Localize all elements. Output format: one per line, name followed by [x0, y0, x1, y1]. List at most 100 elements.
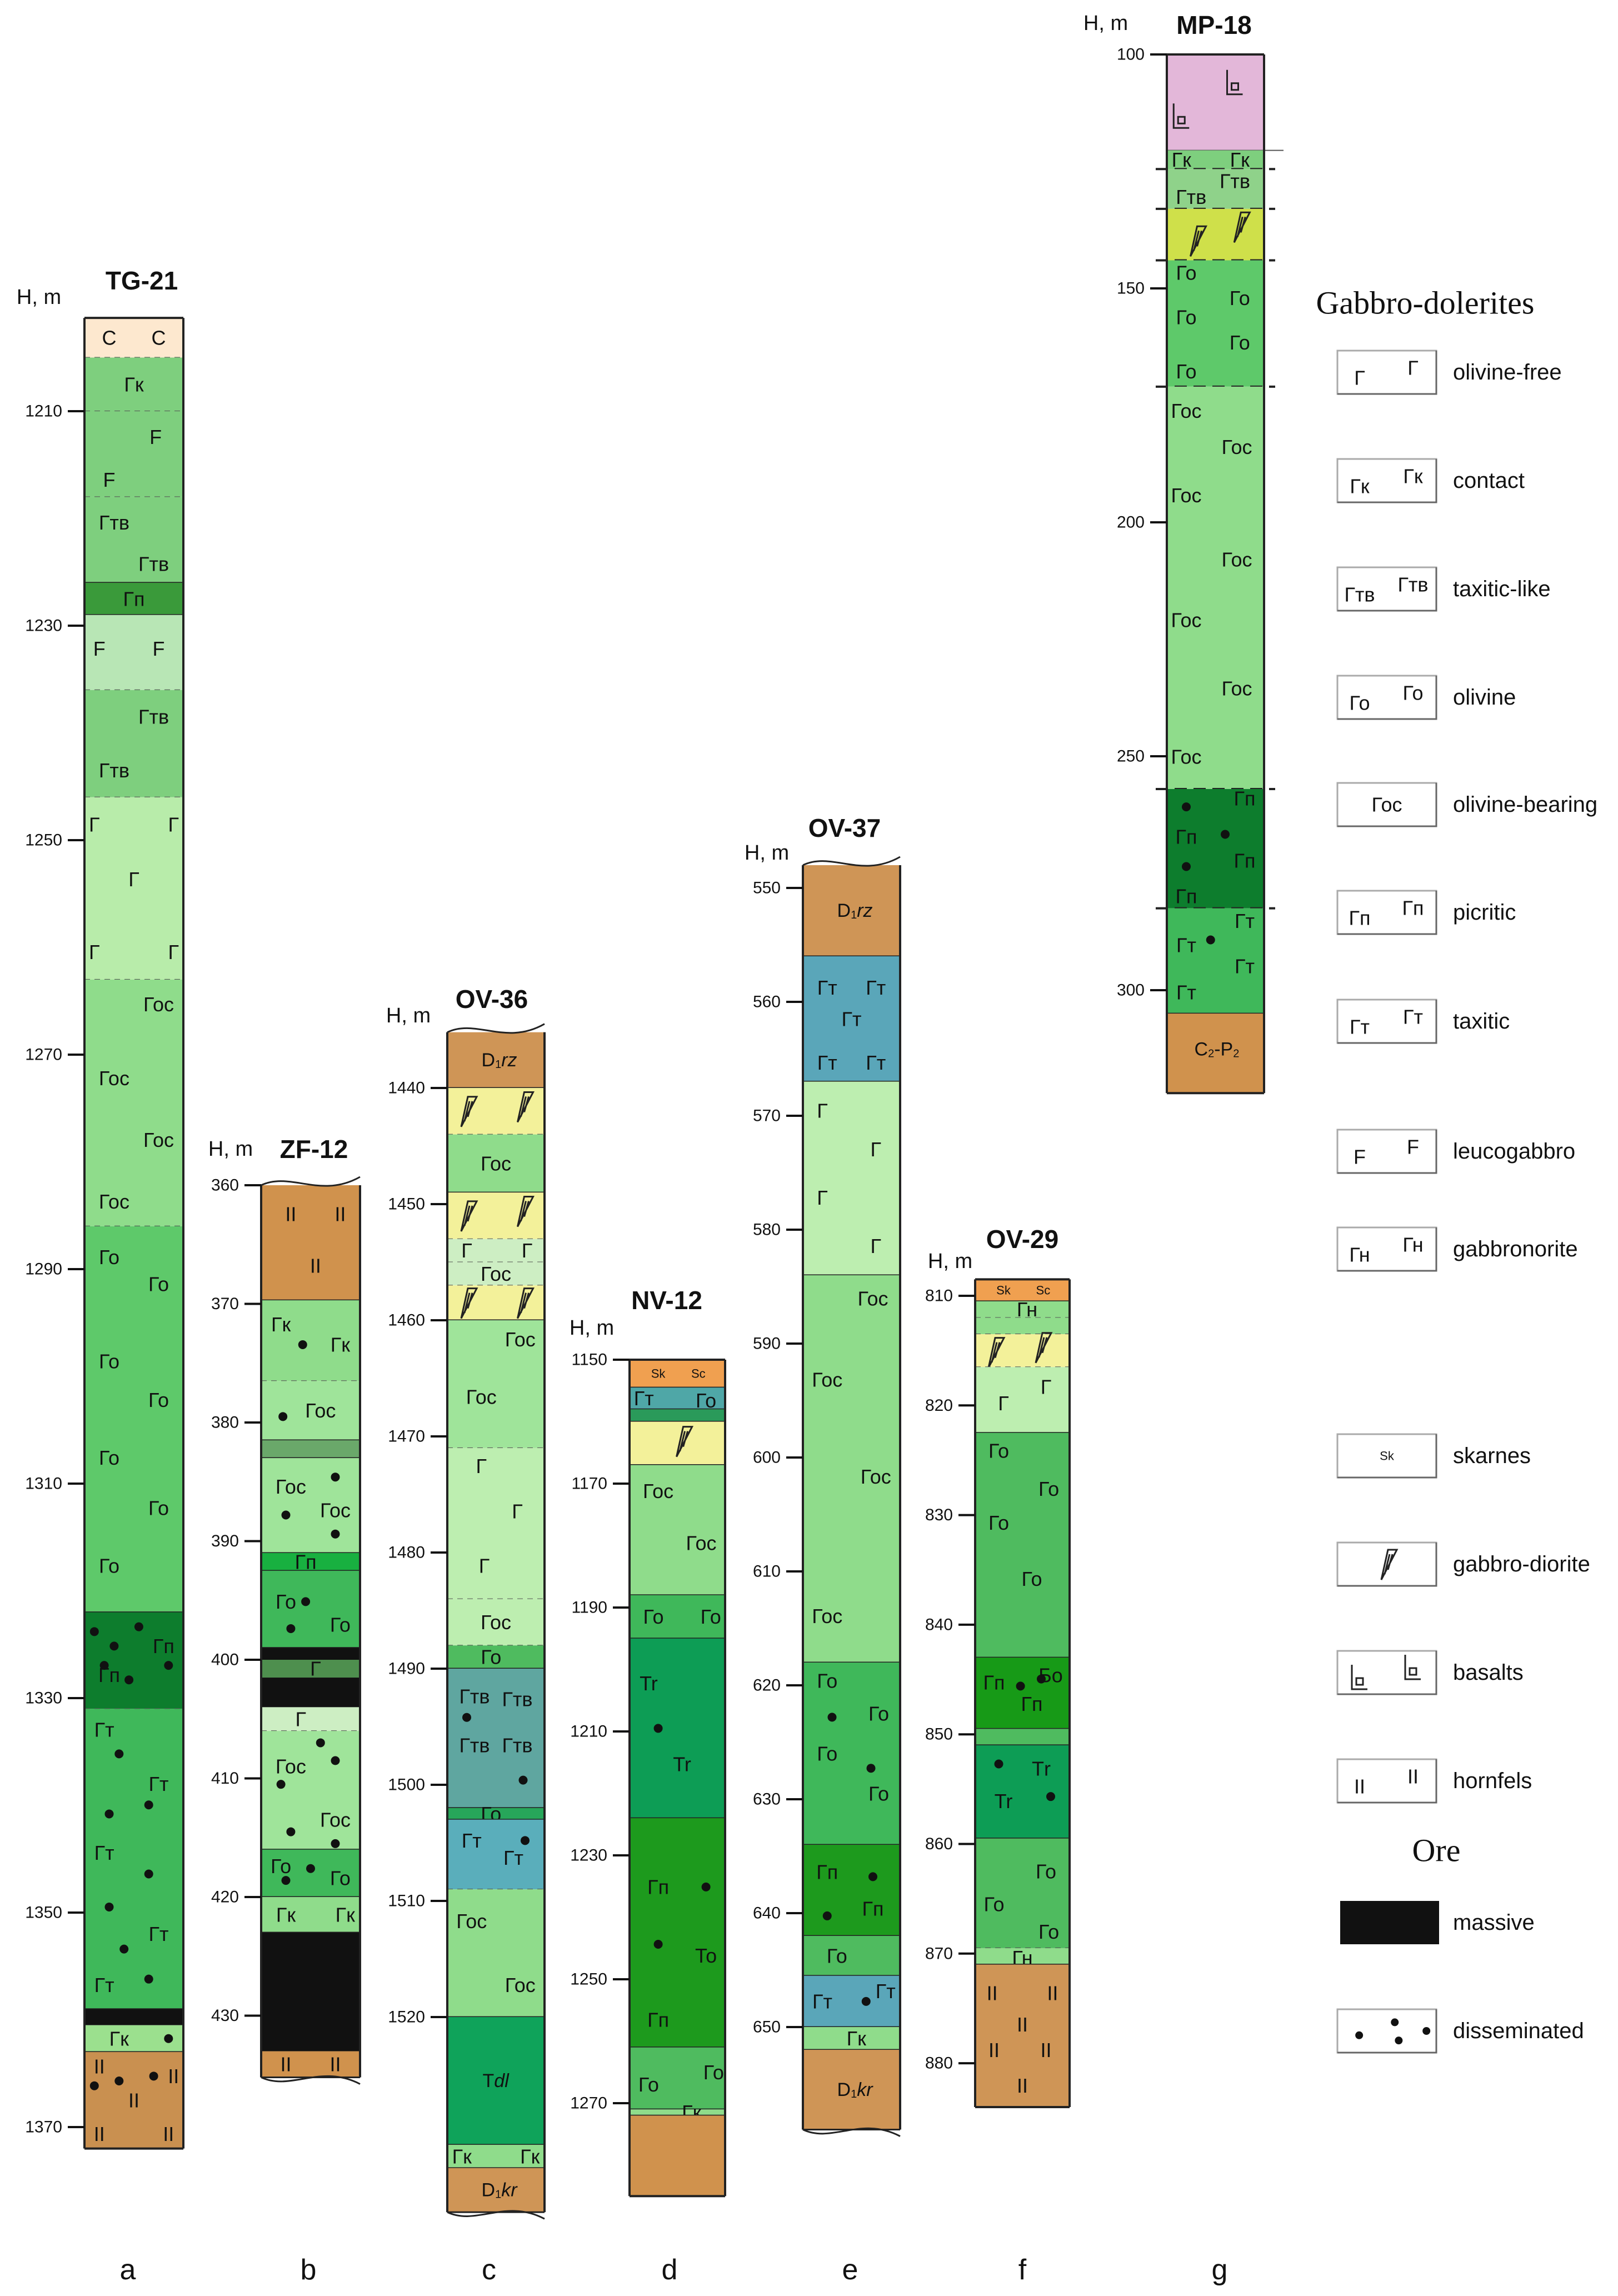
rock-symbol: Гос	[466, 1385, 497, 1408]
axis-tick-label: 840	[925, 1615, 953, 1634]
rock-symbol: Го	[701, 1605, 721, 1628]
rock-symbol: Sk	[1380, 1449, 1395, 1463]
borehole-title: OV-36	[456, 985, 528, 1014]
legend-label: olivine	[1453, 685, 1516, 710]
axis-label: H, m	[17, 286, 61, 309]
rock-symbol: II	[168, 2065, 179, 2088]
rock-symbol: II	[334, 1202, 346, 1225]
rock-symbol: Гос	[1171, 608, 1201, 631]
rock-symbol: Гк	[452, 2145, 472, 2168]
axis-tick-label: 400	[211, 1651, 239, 1669]
rock-symbol: Гп	[295, 1550, 317, 1573]
rock-symbol: Гт	[1176, 981, 1196, 1004]
axis-tick-label: 1150	[571, 1351, 607, 1369]
axis-tick-label: 1270	[25, 1046, 62, 1064]
rock-symbol: Гк	[276, 1904, 296, 1926]
rock-symbol: Гос	[505, 1974, 536, 1996]
gabbro-diorite-icon	[517, 1196, 535, 1227]
rock-symbol: C	[152, 326, 166, 349]
rock-symbol: Гк	[271, 1313, 291, 1336]
rock-symbol: Гп	[153, 1635, 174, 1658]
ore-dot	[89, 2081, 99, 2090]
ore-dot	[99, 1661, 109, 1670]
rock-symbol: Го	[99, 1446, 119, 1469]
rock-symbol: F	[1407, 1136, 1419, 1159]
legend-swatch	[1336, 350, 1437, 395]
rock-symbol: II	[285, 1202, 296, 1225]
rock-symbol: Гос	[1171, 484, 1201, 507]
layer	[975, 1432, 1070, 1658]
axis-label: H, m	[745, 841, 789, 865]
legend-swatch-shadow	[1337, 891, 1437, 935]
layer	[84, 1612, 183, 1709]
axis-tick-label: 850	[925, 1725, 953, 1744]
legend-label: taxitic-like	[1453, 577, 1551, 601]
axis-tick-label: 640	[753, 1904, 781, 1923]
legend-swatch-shadow	[1337, 351, 1437, 395]
axis-tick-label: 830	[925, 1506, 953, 1524]
ore-dot	[462, 1713, 471, 1722]
layer	[84, 1226, 183, 1613]
column-mp-18: Гк ГкГтвГтвГоГоГоГоГоГосГосГосГосГосГосГо…	[1083, 11, 1284, 2286]
rock-symbol: Гт	[876, 1980, 896, 2003]
panel-label: a	[120, 2254, 136, 2286]
ore-dot	[1037, 1674, 1046, 1684]
column-tg-21: C C Гк F F Гтв Гтв Гп F F Гтв Гтв Г Г Г Г Г Гос Гос Гос Гос Г…	[17, 266, 184, 2286]
layer	[261, 1933, 360, 2052]
ore-dot-icon	[1391, 2018, 1399, 2027]
rock-symbol: Гтв	[1220, 169, 1250, 192]
rock-symbol: Гт	[149, 1773, 169, 1795]
ore-dot	[306, 1864, 315, 1873]
axis-tick-label: 570	[753, 1107, 781, 1125]
subscript: 1	[495, 2188, 501, 2200]
ore-dot	[331, 1839, 340, 1848]
rock-symbol: Гтв	[1176, 186, 1206, 208]
ore-dot	[144, 1869, 153, 1879]
rock-symbol: Го	[868, 1783, 889, 1805]
legend-swatch-shadow	[1337, 1130, 1437, 1174]
column-bottom-break	[802, 2127, 901, 2137]
rock-symbol: Го	[643, 1605, 663, 1628]
rock-symbol: Го	[1021, 1568, 1042, 1590]
ore-dot	[89, 1627, 99, 1636]
gabbro-diorite-icon	[460, 1287, 478, 1319]
gabbro-diorite-icon	[1233, 211, 1251, 243]
rock-symbol: Гос	[1221, 548, 1252, 571]
layer	[84, 497, 183, 583]
rock-symbol: Гос	[320, 1809, 351, 1831]
formation-name: rz	[857, 900, 872, 921]
ore-dot	[1182, 862, 1191, 871]
rock-symbol: Гтв	[502, 1688, 532, 1711]
rock-symbol: То	[695, 1944, 717, 1967]
rock-symbol: Г	[479, 1554, 490, 1577]
legend-swatch-shadow	[1337, 459, 1437, 503]
legend-ore-title: Ore	[1412, 1833, 1461, 1869]
axis-tick-label: 1490	[388, 1660, 425, 1678]
gabbro-diorite-icon	[987, 1337, 1006, 1369]
basalt-icon	[1172, 103, 1190, 129]
axis-tick-label: 150	[1117, 279, 1145, 298]
rock-symbol: II	[128, 2089, 139, 2112]
rock-symbol: Гп	[647, 1875, 669, 1898]
rock-symbol: C	[102, 326, 117, 349]
layer	[803, 1663, 900, 1845]
legend-label: olivine-bearing	[1453, 792, 1597, 817]
rock-symbol: Г	[461, 1239, 472, 1262]
layer	[447, 1889, 545, 2017]
ore-dot	[119, 1944, 129, 1954]
ore-dot	[134, 1622, 143, 1631]
column-bottom-break	[261, 2075, 361, 2085]
layer	[447, 1239, 545, 1262]
rock-symbol: Го	[1176, 306, 1196, 328]
legend-label: olivine-free	[1453, 360, 1562, 385]
ore-dot	[1206, 935, 1215, 945]
rock-symbol: F	[103, 468, 116, 491]
legend-label: taxitic	[1453, 1009, 1510, 1034]
axis-tick-label: 390	[211, 1532, 239, 1550]
legend-swatch	[1336, 1433, 1437, 1479]
rock-symbol: Гк	[1403, 465, 1422, 488]
ore-dot	[827, 1713, 837, 1722]
axis-tick-label: 1170	[571, 1475, 607, 1493]
ore-dot	[653, 1724, 663, 1733]
rock-symbol: Гп	[1402, 897, 1424, 920]
